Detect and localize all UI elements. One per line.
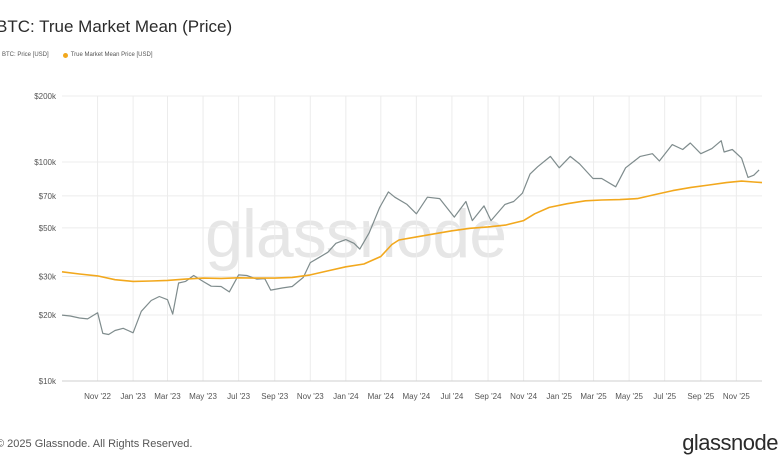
x-tick-label: Jul '23 [227, 392, 250, 401]
y-tick-label: $100k [34, 158, 57, 167]
legend-swatch-true-market-mean [62, 52, 68, 58]
y-tick-label: $70k [39, 192, 57, 201]
x-tick-label: Nov '22 [84, 392, 111, 401]
x-tick-label: Nov '24 [510, 392, 537, 401]
y-tick-label: $50k [39, 224, 57, 233]
y-tick-label: $10k [39, 377, 57, 386]
chart-legend: BTC: Price [USD] True Market Mean Price … [0, 52, 153, 58]
x-tick-label: Jul '25 [653, 392, 676, 401]
chart-title: BTC: True Market Mean (Price) [0, 17, 233, 36]
x-tick-label: Mar '23 [154, 392, 181, 401]
x-tick-label: Nov '23 [297, 392, 324, 401]
x-tick-label: May '23 [189, 392, 217, 401]
legend-label-true-market-mean: True Market Mean Price [USD] [70, 52, 153, 58]
x-tick-label: Jul '24 [440, 392, 463, 401]
x-tick-label: Mar '25 [580, 392, 607, 401]
legend-label-btc-price: BTC: Price [USD] [2, 52, 49, 58]
y-tick-label: $200k [34, 92, 57, 101]
x-tick-label: May '24 [402, 392, 430, 401]
x-tick-label: Sep '24 [475, 392, 502, 401]
series-line-true-market-mean[interactable] [61, 180, 763, 283]
x-tick-label: Jan '25 [546, 392, 572, 401]
x-tick-label: Jan '23 [120, 392, 146, 401]
x-tick-label: Sep '23 [261, 392, 288, 401]
copyright-notice: © 2025 Glassnode. All Rights Reserved. [0, 438, 193, 450]
y-tick-label: $30k [39, 272, 57, 281]
x-tick-label: Mar '24 [368, 392, 395, 401]
x-tick-label: May '25 [615, 392, 643, 401]
brand-logo[interactable]: glassnode [682, 430, 778, 455]
legend-item-btc-price[interactable]: BTC: Price [USD] [0, 52, 49, 58]
legend-item-true-market-mean[interactable]: True Market Mean Price [USD] [62, 52, 153, 58]
x-tick-label: Sep '25 [687, 392, 714, 401]
x-tick-label: Jan '24 [333, 392, 359, 401]
y-tick-label: $20k [39, 311, 57, 320]
x-tick-label: Nov '25 [723, 392, 750, 401]
series-line-btc-price[interactable] [61, 140, 760, 336]
